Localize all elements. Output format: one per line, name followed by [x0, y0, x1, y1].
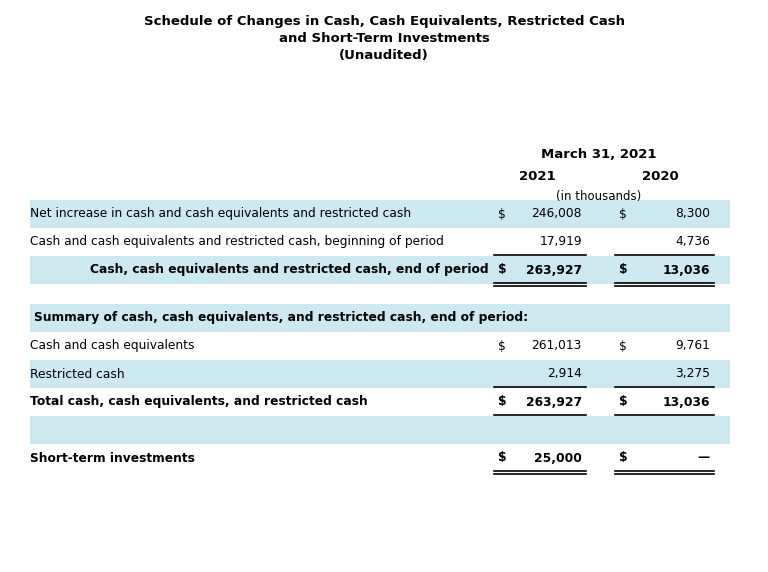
Text: 8,300: 8,300 [675, 208, 710, 220]
Text: 2021: 2021 [518, 170, 555, 183]
Bar [30, 200, 730, 228]
Bar [30, 388, 730, 416]
Text: $: $ [498, 395, 507, 408]
Bar [30, 444, 730, 472]
Bar [30, 304, 730, 332]
Text: March 31, 2021: March 31, 2021 [541, 148, 656, 161]
Text: Cash, cash equivalents and restricted cash, end of period: Cash, cash equivalents and restricted ca… [90, 264, 488, 276]
Text: 3,275: 3,275 [675, 367, 710, 380]
Text: $: $ [498, 451, 507, 464]
Text: Short-term investments: Short-term investments [30, 451, 195, 464]
Text: Summary of cash, cash equivalents, and restricted cash, end of period:: Summary of cash, cash equivalents, and r… [34, 312, 528, 324]
Text: $: $ [619, 264, 627, 276]
Text: —: — [698, 451, 710, 464]
Bar [30, 416, 730, 444]
Text: (in thousands): (in thousands) [556, 190, 641, 203]
Text: $: $ [619, 395, 627, 408]
Text: Schedule of Changes in Cash, Cash Equivalents, Restricted Cash: Schedule of Changes in Cash, Cash Equiva… [144, 15, 624, 28]
Text: $: $ [498, 208, 506, 220]
Text: 13,036: 13,036 [663, 264, 710, 276]
Text: Cash and cash equivalents: Cash and cash equivalents [30, 340, 194, 352]
Text: (Unaudited): (Unaudited) [339, 49, 429, 62]
Text: $: $ [498, 264, 507, 276]
Text: and Short-Term Investments: and Short-Term Investments [279, 32, 489, 45]
Text: 261,013: 261,013 [531, 340, 582, 352]
Text: 17,919: 17,919 [539, 236, 582, 248]
Text: Restricted cash: Restricted cash [30, 367, 124, 380]
Text: 2,914: 2,914 [547, 367, 582, 380]
Text: $: $ [498, 340, 506, 352]
Text: 246,008: 246,008 [531, 208, 582, 220]
Text: 263,927: 263,927 [526, 264, 582, 276]
Text: Total cash, cash equivalents, and restricted cash: Total cash, cash equivalents, and restri… [30, 395, 368, 408]
Text: Net increase in cash and cash equivalents and restricted cash: Net increase in cash and cash equivalent… [30, 208, 411, 220]
Text: 25,000: 25,000 [534, 451, 582, 464]
Text: $: $ [619, 340, 627, 352]
Text: $: $ [619, 208, 627, 220]
Text: $: $ [619, 451, 627, 464]
Text: 9,761: 9,761 [675, 340, 710, 352]
Bar [30, 256, 730, 284]
Bar [30, 360, 730, 388]
Text: 263,927: 263,927 [526, 395, 582, 408]
Bar [30, 332, 730, 360]
Text: 4,736: 4,736 [675, 236, 710, 248]
Text: 13,036: 13,036 [663, 395, 710, 408]
Bar [30, 228, 730, 256]
Text: 2020: 2020 [641, 170, 678, 183]
Text: Cash and cash equivalents and restricted cash, beginning of period: Cash and cash equivalents and restricted… [30, 236, 444, 248]
